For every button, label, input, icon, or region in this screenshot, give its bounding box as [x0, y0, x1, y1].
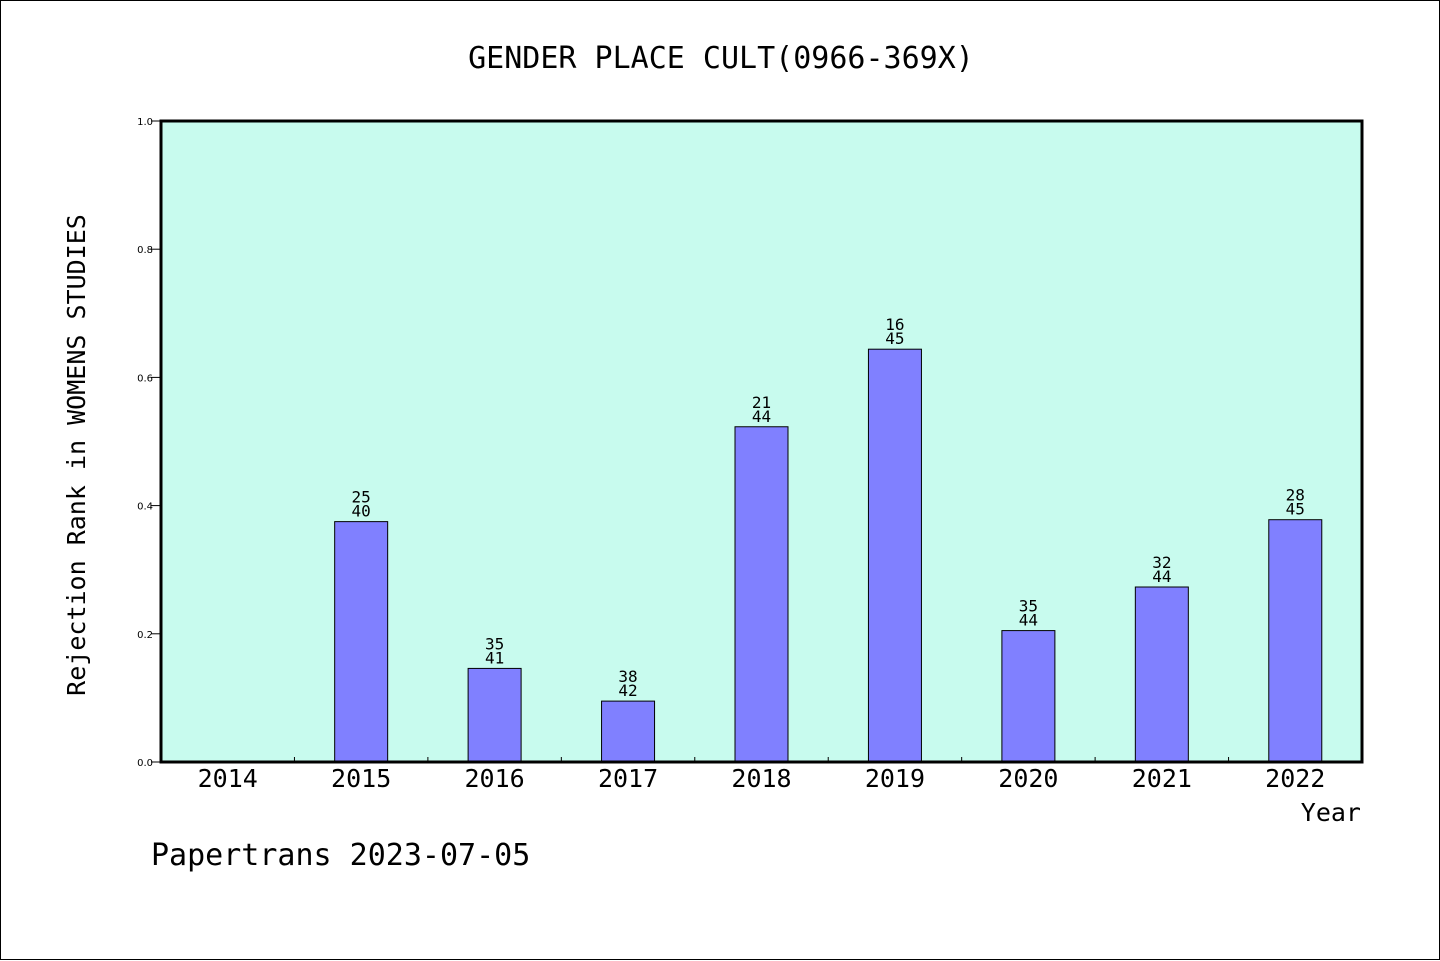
x-axis-label: Year: [1301, 798, 1361, 827]
bar-label-rank: 25: [352, 488, 371, 507]
bar-2018: [734, 426, 789, 763]
bar-label-total: 41: [485, 648, 504, 667]
bar-label-rank: 35: [485, 634, 504, 653]
bar-label-rank: 28: [1286, 486, 1305, 505]
bar-2016: [467, 667, 522, 763]
plot-border: [159, 119, 1364, 764]
x-tick-label: 2016: [465, 764, 525, 793]
x-tick-label: 2015: [331, 764, 391, 793]
y-tick-label: 0.2: [137, 630, 153, 641]
bar-label-rank: 38: [618, 667, 637, 686]
x-axis: 2014 2015 2016 2017 2018 2019 2020 2021 2022: [198, 757, 1325, 793]
y-tick-label: 0.4: [137, 502, 153, 513]
footer-credit: Papertrans 2023-07-05: [151, 838, 530, 873]
x-tick-label: 2021: [1132, 764, 1192, 793]
x-tick-label: 2019: [865, 764, 925, 793]
bar-2020: [1001, 630, 1056, 763]
bar-label-rank: 32: [1152, 553, 1171, 572]
bar-2019: [867, 348, 922, 763]
bar-2022: [1268, 519, 1323, 763]
x-tick-label: 2017: [598, 764, 658, 793]
y-tick-label: 1.0: [137, 117, 153, 128]
bar-2021: [1134, 586, 1189, 763]
bar-2017: [601, 700, 656, 763]
bar-label-total: 44: [752, 407, 771, 426]
x-tick-label: 2014: [198, 764, 258, 793]
x-tick-label: 2022: [1265, 764, 1325, 793]
bar-series: [334, 348, 1323, 763]
bar-label-total: 42: [618, 681, 637, 700]
chart-title: GENDER PLACE CULT(0966-369X): [468, 41, 974, 76]
x-tick-label: 2018: [731, 764, 791, 793]
bar-2015: [334, 521, 389, 763]
bar-label-total: 44: [1152, 567, 1171, 586]
bar-label-total: 45: [885, 329, 904, 348]
bar-label-rank: 35: [1019, 597, 1038, 616]
y-axis-label: Rejection Rank in WOMENS STUDIES: [62, 214, 91, 696]
y-tick-label: 0.0: [137, 758, 153, 769]
y-tick-label: 0.8: [137, 245, 153, 256]
y-axis: 0.0 0.2 0.4 0.6 0.8 1.0: [137, 117, 161, 769]
y-tick-label: 0.6: [137, 373, 153, 384]
bar-label-total: 45: [1286, 500, 1305, 519]
bar-label-total: 40: [352, 502, 371, 521]
bar-label-total: 44: [1019, 611, 1038, 630]
bar-label-rank: 21: [752, 393, 771, 412]
bar-label-rank: 16: [885, 315, 904, 334]
x-tick-label: 2020: [998, 764, 1058, 793]
